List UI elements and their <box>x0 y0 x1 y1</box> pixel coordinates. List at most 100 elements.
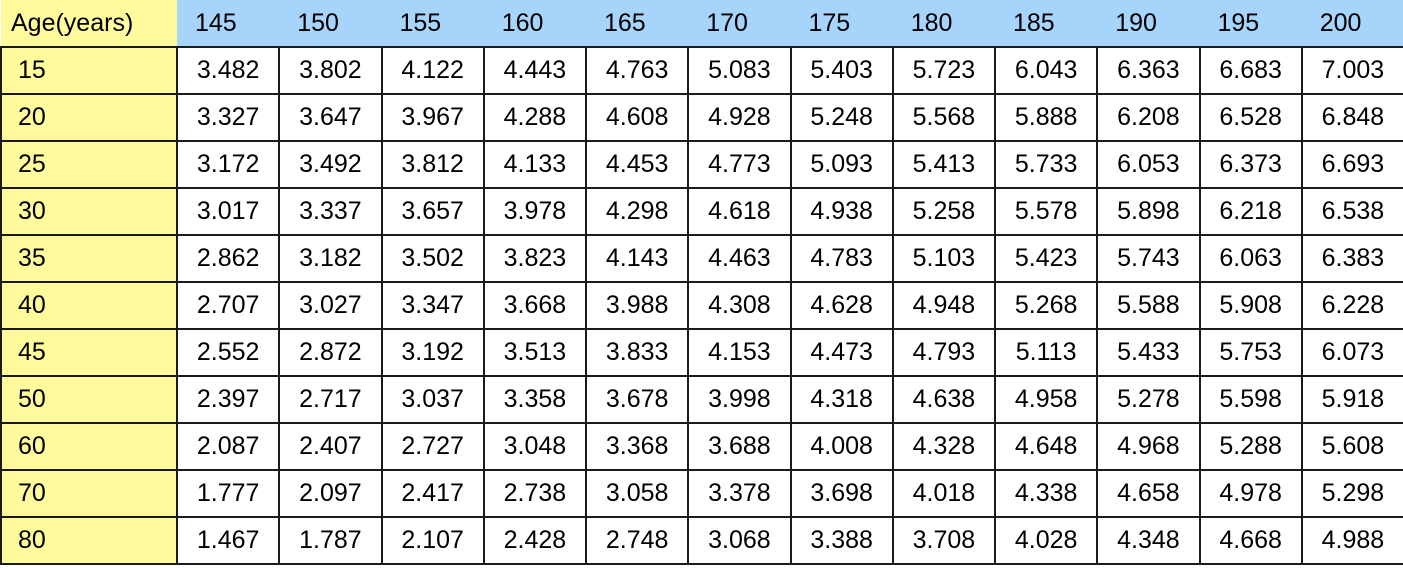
table-body: 15 3.482 3.802 4.122 4.443 4.763 5.083 5.403 5.7… <box>0 46 1403 565</box>
row-header-title: Age(years) <box>1 0 177 47</box>
table-cell: 2.397 <box>175 375 281 424</box>
table-cell: 4.308 <box>687 281 792 330</box>
table-cell: 4.978 <box>1198 469 1303 518</box>
table-cell: 3.192 <box>380 328 485 377</box>
table-cell: 3.182 <box>278 234 383 283</box>
table-cell: 4.463 <box>687 234 792 283</box>
table-cell: 5.278 <box>1096 375 1201 424</box>
table-cell: 3.513 <box>482 328 588 377</box>
table-cell: 3.967 <box>380 93 485 142</box>
table-row: 50 2.397 2.717 3.037 3.358 3.678 3.998 4.318 4.6… <box>0 375 1403 424</box>
table-cell: 4.318 <box>789 375 894 424</box>
table-row: 45 2.552 2.872 3.192 3.513 3.833 4.153 4.473 4.7… <box>0 328 1403 377</box>
table-cell: 4.298 <box>584 187 690 236</box>
table-cell: 5.733 <box>993 140 1099 189</box>
table-cell: 2.717 <box>278 375 383 424</box>
table-cell: 5.288 <box>1198 422 1303 471</box>
table-cell: 2.107 <box>380 516 485 565</box>
table-cell: 1.787 <box>278 516 383 565</box>
table-row: 80 1.467 1.787 2.107 2.428 2.748 3.068 3.388 3.7… <box>0 516 1403 565</box>
table-cell: 3.327 <box>175 93 281 142</box>
table-cell: 5.598 <box>1198 375 1303 424</box>
table-cell: 2.872 <box>278 328 383 377</box>
table-cell: 7.003 <box>1300 46 1403 95</box>
table-cell: 6.683 <box>1198 46 1303 95</box>
table-cell: 2.738 <box>482 469 588 518</box>
column-header: 175 <box>790 0 893 47</box>
table-cell: 5.103 <box>891 234 997 283</box>
table-cell: 4.783 <box>789 234 894 283</box>
table-cell: 2.087 <box>175 422 281 471</box>
table-cell: 3.058 <box>584 469 690 518</box>
table-cell: 3.823 <box>482 234 588 283</box>
table-cell: 4.773 <box>687 140 792 189</box>
table-cell: 3.708 <box>891 516 997 565</box>
table-cell: 1.777 <box>175 469 281 518</box>
table-cell: 2.748 <box>584 516 690 565</box>
table-cell: 2.097 <box>278 469 383 518</box>
table-cell: 3.678 <box>584 375 690 424</box>
row-header-age: 80 <box>0 516 178 565</box>
column-header: 190 <box>1097 0 1200 47</box>
row-header-age: 50 <box>0 375 178 424</box>
column-header: 195 <box>1199 0 1302 47</box>
table-cell: 6.073 <box>1300 328 1403 377</box>
column-header: 145 <box>177 0 280 47</box>
table-cell: 2.727 <box>380 422 485 471</box>
column-header: 200 <box>1301 0 1403 47</box>
table-cell: 4.658 <box>1096 469 1201 518</box>
table-cell: 5.093 <box>789 140 894 189</box>
table-row: 20 3.327 3.647 3.967 4.288 4.608 4.928 5.248 5.5… <box>0 93 1403 142</box>
table-cell: 3.812 <box>380 140 485 189</box>
table-cell: 2.552 <box>175 328 281 377</box>
table-cell: 4.638 <box>891 375 997 424</box>
table-cell: 5.083 <box>687 46 792 95</box>
table-cell: 3.368 <box>584 422 690 471</box>
table-cell: 2.428 <box>482 516 588 565</box>
table-cell: 4.348 <box>1096 516 1201 565</box>
table-cell: 6.538 <box>1300 187 1403 236</box>
table-cell: 3.017 <box>175 187 281 236</box>
table-cell: 5.918 <box>1300 375 1403 424</box>
table-cell: 3.347 <box>380 281 485 330</box>
table-cell: 4.288 <box>482 93 588 142</box>
table-cell: 4.143 <box>584 234 690 283</box>
table-cell: 5.433 <box>1096 328 1201 377</box>
table-cell: 5.298 <box>1300 469 1403 518</box>
header-row: Age(years) 145 150 155 160 165 170 175 180 185 19… <box>1 0 1403 47</box>
column-header: 150 <box>279 0 382 47</box>
table-cell: 4.153 <box>687 328 792 377</box>
table-cell: 5.723 <box>891 46 997 95</box>
table-cell: 3.668 <box>482 281 588 330</box>
table-cell: 3.337 <box>278 187 383 236</box>
table-cell: 5.908 <box>1198 281 1303 330</box>
table-cell: 5.113 <box>993 328 1099 377</box>
table-cell: 3.048 <box>482 422 588 471</box>
table-cell: 6.043 <box>993 46 1099 95</box>
table-cell: 4.008 <box>789 422 894 471</box>
table-cell: 4.338 <box>993 469 1099 518</box>
table-cell: 3.502 <box>380 234 485 283</box>
table-cell: 3.378 <box>687 469 792 518</box>
table-cell: 4.328 <box>891 422 997 471</box>
table-cell: 4.473 <box>789 328 894 377</box>
column-header: 165 <box>586 0 689 47</box>
table-cell: 2.417 <box>380 469 485 518</box>
table-cell: 4.122 <box>380 46 485 95</box>
table-cell: 4.628 <box>789 281 894 330</box>
table-cell: 3.647 <box>278 93 383 142</box>
row-header-age: 60 <box>0 422 178 471</box>
row-header-age: 35 <box>0 234 178 283</box>
table-cell: 6.228 <box>1300 281 1403 330</box>
table-cell: 4.443 <box>482 46 588 95</box>
table-cell: 4.763 <box>584 46 690 95</box>
table-cell: 4.668 <box>1198 516 1303 565</box>
table-cell: 3.358 <box>482 375 588 424</box>
table-header: Age(years) 145 150 155 160 165 170 175 180 185 19… <box>1 0 1403 47</box>
table-row: 15 3.482 3.802 4.122 4.443 4.763 5.083 5.403 5.7… <box>0 46 1403 95</box>
table-row: 70 1.777 2.097 2.417 2.738 3.058 3.378 3.698 4.0… <box>0 469 1403 518</box>
table-cell: 4.618 <box>687 187 792 236</box>
table-row: 60 2.087 2.407 2.727 3.048 3.368 3.688 4.008 4.3… <box>0 422 1403 471</box>
column-header: 170 <box>688 0 791 47</box>
column-header: 160 <box>483 0 586 47</box>
